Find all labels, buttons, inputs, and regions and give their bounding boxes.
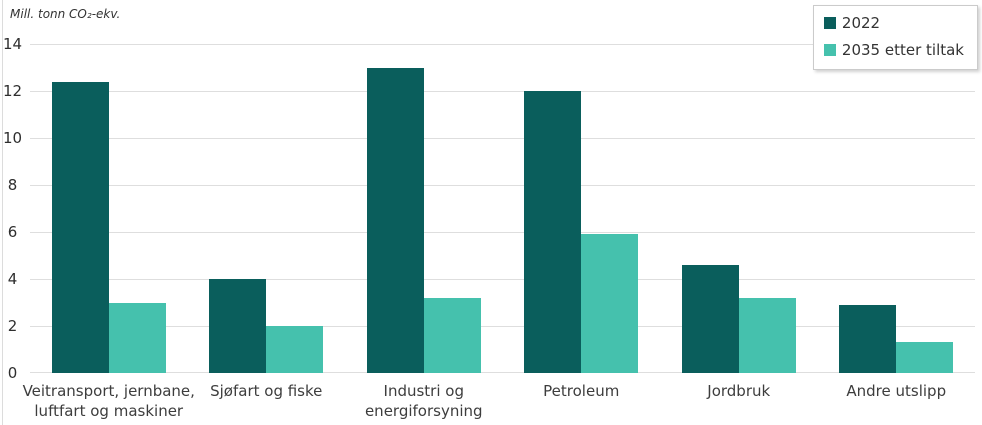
x-axis: Veitransport, jernbane, luftfart og mask… [23, 381, 975, 425]
bar-2022-5 [839, 304, 897, 373]
bar-2035-etter-tiltak-0 [108, 302, 166, 373]
gridline [30, 232, 975, 233]
category-label: Andre utslipp [846, 382, 947, 400]
y-axis-tick-label: 14 [2, 35, 23, 53]
gridline [30, 279, 975, 280]
y-axis-tick-label: 4 [7, 270, 18, 288]
plot-area [30, 44, 975, 373]
legend-swatch-2022-icon [823, 17, 836, 29]
bar-2022-4 [681, 264, 739, 373]
category-label: Jordbruk [707, 382, 771, 400]
gridline [30, 44, 975, 45]
bar-2035-etter-tiltak-4 [738, 297, 796, 373]
legend-swatch-2035-icon [823, 44, 836, 56]
gridline [30, 91, 975, 92]
category-label: Veitransport, jernbane, luftfart og mask… [22, 382, 195, 420]
y-axis-tick-label: 12 [2, 82, 23, 100]
bar-2022-3 [524, 91, 582, 373]
legend-item-2022[interactable]: 2022 [823, 14, 964, 32]
y-axis-title: Mill. tonn CO₂-ekv. [10, 7, 121, 21]
bar-2035-etter-tiltak-1 [266, 326, 324, 373]
legend-label-2022: 2022 [841, 14, 881, 32]
bar-2035-etter-tiltak-3 [581, 234, 639, 373]
category-label: Sjøfart og fiske [210, 382, 323, 400]
y-axis: 0 2 4 6 8 10 12 14 [0, 35, 25, 382]
category-label: Petroleum [543, 382, 620, 400]
bar-2022-1 [209, 279, 267, 373]
bar-2035-etter-tiltak-5 [896, 342, 954, 373]
left-border-line [2, 0, 3, 425]
y-axis-tick-label: 10 [2, 129, 23, 147]
legend: 2022 2035 etter tiltak [812, 5, 978, 70]
legend-label-2035: 2035 etter tiltak [841, 41, 964, 59]
y-axis-tick-label: 2 [7, 317, 18, 335]
bar-2022-0 [51, 81, 109, 373]
gridline [30, 372, 975, 373]
bar-2035-etter-tiltak-2 [423, 297, 481, 373]
y-axis-tick-label: 0 [7, 364, 18, 382]
gridline [30, 138, 975, 139]
category-label: Industri og energiforsyning [364, 382, 483, 420]
y-axis-tick-label: 6 [7, 223, 18, 241]
bar-2022-2 [366, 67, 424, 373]
gridline [30, 185, 975, 186]
legend-item-2035[interactable]: 2035 etter tiltak [823, 41, 964, 59]
gridline [30, 326, 975, 327]
y-axis-tick-label: 8 [7, 176, 18, 194]
